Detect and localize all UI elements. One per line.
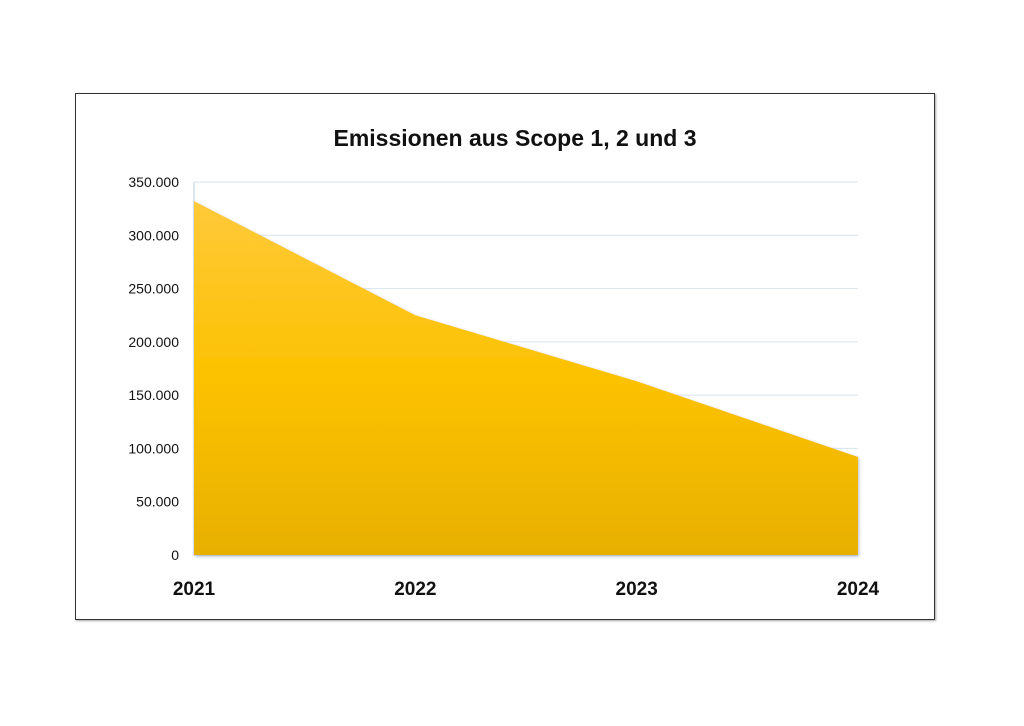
x-tick-label: 2021 bbox=[173, 579, 216, 600]
x-axis-tick-labels: 2021 2022 2023 2024 bbox=[173, 579, 880, 600]
y-tick-label: 250.000 bbox=[128, 281, 179, 297]
y-tick-label: 50.000 bbox=[136, 494, 179, 510]
y-tick-label: 100.000 bbox=[128, 440, 179, 456]
x-tick-label: 2023 bbox=[616, 579, 658, 600]
chart-svg: Emissionen aus Scope 1, 2 und 3 0 50.000 1… bbox=[128, 125, 880, 600]
area-fill bbox=[194, 201, 858, 555]
chart-frame: Emissionen aus Scope 1, 2 und 3 0 50.000 1… bbox=[75, 93, 935, 620]
x-tick-label: 2022 bbox=[394, 579, 436, 600]
y-tick-label: 0 bbox=[171, 547, 179, 563]
area-series bbox=[194, 201, 858, 555]
y-tick-label: 300.000 bbox=[128, 227, 179, 243]
y-tick-label: 200.000 bbox=[128, 334, 179, 350]
chart-title: Emissionen aus Scope 1, 2 und 3 bbox=[333, 125, 696, 151]
y-tick-label: 150.000 bbox=[128, 387, 179, 403]
x-tick-label: 2024 bbox=[837, 579, 880, 600]
y-tick-label: 350.000 bbox=[128, 174, 179, 190]
y-axis-tick-labels: 0 50.000 100.000 150.000 200.000 250.000 300.0… bbox=[128, 174, 179, 563]
